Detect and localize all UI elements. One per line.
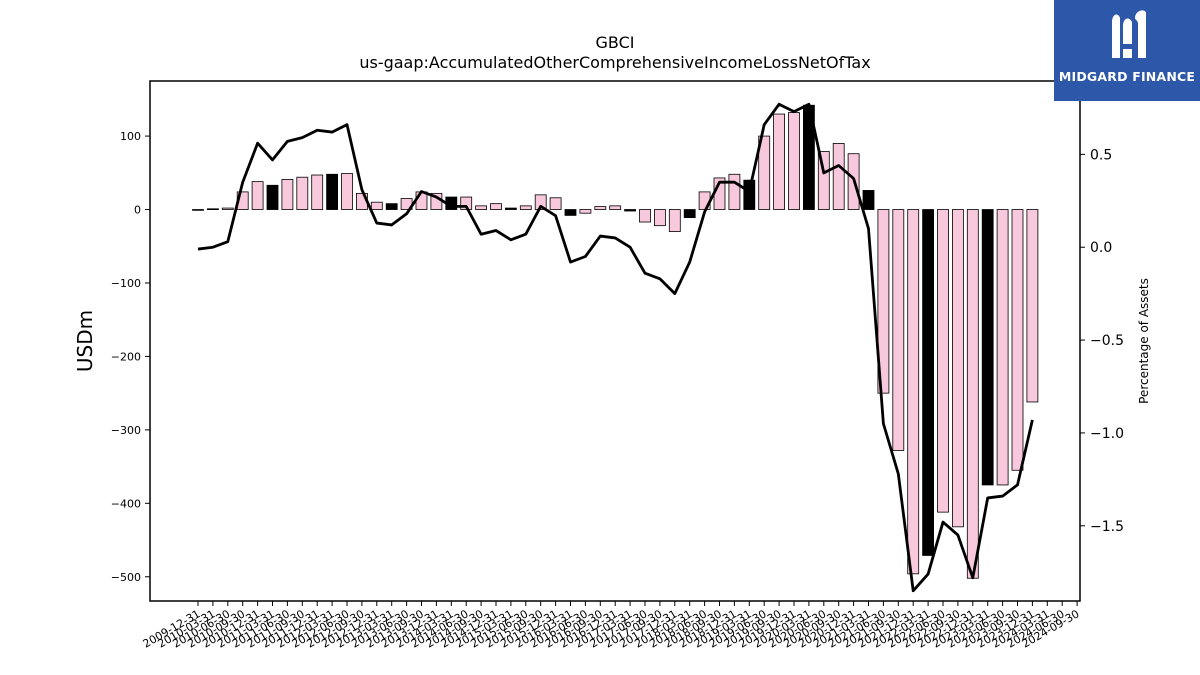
bars-layer [192, 104, 1039, 579]
bar [281, 179, 294, 210]
bar [251, 181, 264, 210]
bar [415, 191, 428, 210]
bar [504, 207, 517, 210]
y2-tick-label: −1.5 [1090, 519, 1124, 535]
bar [788, 112, 800, 210]
y2-tick-label: −0.5 [1090, 333, 1124, 349]
bar [877, 209, 890, 394]
bar [609, 205, 622, 210]
ticks-layer: −500 −400 −300 −200 −100 0 100 −1.5 −1.0 −0.5 0.0 0… [111, 130, 1124, 650]
brand-logo: MIDGARD FINANCE [1054, 0, 1200, 101]
bar [385, 203, 398, 210]
bar [594, 206, 607, 210]
bar [892, 209, 905, 451]
y-tick-label: −200 [111, 350, 141, 363]
chart-subtitle: us-gaap:AccumulatedOtherComprehensiveInc… [359, 53, 870, 72]
bar [370, 201, 383, 210]
bar [743, 179, 756, 210]
bar [326, 173, 339, 210]
y-tick-label: 100 [120, 130, 141, 143]
bar [996, 209, 1009, 486]
bar [683, 209, 696, 219]
bar [460, 196, 473, 210]
bar [654, 209, 666, 227]
bar [490, 203, 502, 210]
y-tick-label: −100 [111, 277, 141, 290]
percentage-line [197, 102, 1034, 593]
bar [758, 135, 771, 210]
bar [519, 205, 532, 210]
y-tick-label: −500 [111, 571, 141, 584]
bar [192, 209, 204, 211]
midgard-logo-icon [1112, 10, 1146, 58]
bar [579, 209, 592, 214]
bar [564, 209, 577, 216]
y-tick-label: −400 [111, 497, 141, 510]
bar [817, 151, 830, 210]
bar [922, 209, 934, 556]
y2-axis-label: Percentage of Assets [1137, 278, 1151, 404]
y-axis-label: USDm [73, 310, 97, 372]
bar [341, 173, 353, 210]
bar [221, 207, 234, 210]
y2-tick-label: 0.0 [1090, 240, 1112, 256]
y2-tick-label: −1.0 [1090, 426, 1124, 442]
bar [907, 209, 920, 575]
bar [952, 209, 964, 528]
y-tick-label: −300 [111, 424, 141, 437]
bar [534, 194, 547, 210]
bar [728, 173, 741, 210]
bar [862, 190, 875, 210]
bar [1011, 209, 1024, 471]
y-tick-label: 0 [134, 204, 141, 217]
bar [206, 208, 219, 211]
bar [475, 205, 488, 210]
bar [296, 176, 309, 210]
brand-name: MIDGARD FINANCE [1058, 69, 1196, 84]
bar [1026, 209, 1039, 403]
bar [668, 209, 681, 232]
y2-tick-label: 0.5 [1090, 147, 1112, 163]
bar [311, 174, 324, 210]
chart-title: GBCI [596, 33, 635, 52]
bar [624, 209, 636, 212]
bar [549, 197, 562, 210]
bar [266, 184, 279, 210]
bar [966, 209, 979, 579]
bar [832, 143, 845, 210]
line-layer [197, 102, 1034, 593]
bar [937, 209, 949, 513]
bar [639, 209, 651, 223]
bar [773, 113, 785, 210]
bar [981, 209, 994, 486]
